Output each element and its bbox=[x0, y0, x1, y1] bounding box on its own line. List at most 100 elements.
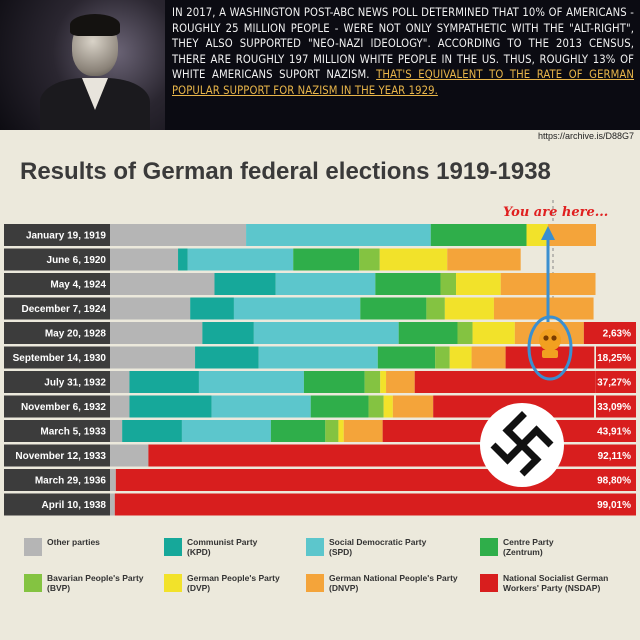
bar-segment-nsdap bbox=[115, 469, 596, 491]
bar-segment-kpd bbox=[129, 395, 212, 418]
bar-segment-spd bbox=[181, 420, 271, 442]
bar-segment-spd bbox=[198, 371, 304, 393]
bar-segment-bvp bbox=[457, 322, 473, 344]
legend-swatch-spd bbox=[306, 538, 324, 556]
row-label-bg bbox=[4, 493, 110, 516]
bar-segment-spd bbox=[187, 248, 294, 271]
legend-swatch-dnvp bbox=[306, 574, 324, 592]
chart-title: Results of German federal elections 1919… bbox=[20, 158, 551, 185]
bar-segment-spd bbox=[246, 224, 431, 246]
bar-segment-dvp bbox=[380, 371, 387, 393]
nsdap-share-box bbox=[596, 469, 636, 491]
skull-jaw bbox=[542, 350, 558, 358]
bar-segment-kpd bbox=[190, 297, 234, 320]
nsdap-share-label: 92,11% bbox=[598, 451, 631, 462]
legend-swatch-dvp bbox=[164, 574, 182, 592]
legend-sublabel-spd: (SPD) bbox=[329, 547, 352, 557]
bar-segment-kpd bbox=[202, 322, 254, 344]
bar-segment-dnvp bbox=[386, 371, 415, 393]
row-label-date: May 20, 1928 bbox=[45, 329, 107, 340]
bar-segment-zentrum bbox=[310, 395, 369, 418]
legend-swatch-zentrum bbox=[480, 538, 498, 556]
bar-segment-dnvp bbox=[547, 224, 596, 246]
legend-swatch-bvp bbox=[24, 574, 42, 592]
quote-highlight: That's equivalent to the rate of German … bbox=[172, 68, 635, 97]
legend-swatch-other bbox=[24, 538, 42, 556]
bar-segment-kpd bbox=[178, 248, 188, 271]
bar-segment-bvp bbox=[359, 248, 380, 271]
bar-segment-dvp bbox=[449, 346, 472, 369]
bar-segment-other bbox=[110, 469, 116, 491]
skull-eye-left bbox=[543, 335, 549, 341]
bar-segment-kpd bbox=[122, 420, 182, 442]
row-label-bg bbox=[4, 248, 110, 271]
bar-segment-spd bbox=[253, 322, 399, 344]
you-are-here-label: You are here... bbox=[503, 205, 608, 220]
bar-segment-other bbox=[110, 297, 191, 320]
row-label-bg bbox=[4, 469, 110, 491]
bar-segment-zentrum bbox=[303, 371, 365, 393]
bar-segment-other bbox=[110, 322, 203, 344]
bar-segment-bvp bbox=[426, 297, 445, 320]
nsdap-share-label: 18,25% bbox=[597, 353, 631, 364]
legend-sublabel-zentrum: (Zentrum) bbox=[503, 547, 543, 557]
row-label-bg bbox=[4, 395, 110, 418]
bar-segment-dvp bbox=[472, 322, 515, 344]
legend-swatch-kpd bbox=[164, 538, 182, 556]
annotation-arrow-head bbox=[541, 226, 555, 240]
bar-segment-nsdap bbox=[114, 493, 596, 516]
bar-segment-spd bbox=[275, 273, 376, 295]
nsdap-share-label: 98,80% bbox=[597, 476, 631, 487]
bar-segment-dvp bbox=[379, 248, 448, 271]
bar-segment-kpd bbox=[214, 273, 276, 295]
bar-segment-spd bbox=[233, 297, 361, 320]
nsdap-share-label: 43,91% bbox=[597, 427, 631, 438]
legend-sublabel-kpd: (KPD) bbox=[187, 547, 211, 557]
header-banner: In 2017, a Washington Post-ABC News poll… bbox=[0, 0, 640, 130]
bar-segment-zentrum bbox=[293, 248, 360, 271]
bar-segment-bvp bbox=[325, 420, 339, 442]
nsdap-share-label: 37,27% bbox=[597, 378, 631, 389]
legend-sublabel-dvp: (DVP) bbox=[187, 583, 210, 593]
row-label-date: November 6, 1932 bbox=[21, 402, 106, 413]
bar-segment-dvp bbox=[526, 224, 548, 246]
bar-segment-zentrum bbox=[360, 297, 427, 320]
legend-label-zentrum: Centre Party bbox=[503, 537, 554, 547]
bar-segment-bvp bbox=[368, 395, 384, 418]
bar-segment-other bbox=[110, 444, 149, 467]
row-label-date: July 31, 1932 bbox=[44, 378, 106, 389]
legend-label-kpd: Communist Party bbox=[187, 537, 258, 547]
bar-segment-bvp bbox=[440, 273, 457, 295]
legend-sublabel-dnvp: (DNVP) bbox=[329, 583, 358, 593]
legend-label-dvp: German People's Party bbox=[187, 573, 280, 583]
highlight-ellipse bbox=[527, 315, 573, 381]
bar-segment-dvp bbox=[383, 395, 393, 418]
source-url: https://archive.is/D88G7 bbox=[537, 131, 634, 141]
bar-segment-dnvp bbox=[447, 248, 521, 271]
nsdap-share-label: 99,01% bbox=[597, 500, 631, 511]
bar-segment-spd bbox=[258, 346, 378, 369]
row-label-bg bbox=[4, 371, 110, 393]
bar-segment-other bbox=[110, 273, 215, 295]
bar-segment-dnvp bbox=[392, 395, 434, 418]
row-label-date: September 14, 1930 bbox=[13, 353, 107, 364]
bar-segment-dvp bbox=[338, 420, 344, 442]
nsdap-share-box bbox=[596, 420, 636, 442]
bar-segment-other bbox=[110, 224, 247, 246]
bar-segment-other bbox=[110, 395, 130, 418]
row-label-bg bbox=[4, 297, 110, 320]
bar-segment-dvp bbox=[456, 273, 501, 295]
bar-segment-zentrum bbox=[375, 273, 441, 295]
quote-main: In 2017, a Washington Post-ABC News poll… bbox=[172, 6, 634, 82]
bar-segment-dvp bbox=[444, 297, 494, 320]
legend-sublabel-bvp: (BVP) bbox=[47, 583, 70, 593]
nsdap-share-box bbox=[596, 444, 636, 467]
bar-segment-zentrum bbox=[430, 224, 527, 246]
bar-segment-zentrum bbox=[377, 346, 436, 369]
row-label-date: May 4, 1924 bbox=[50, 280, 106, 291]
row-label-date: March 5, 1933 bbox=[40, 427, 106, 438]
row-label-date: April 10, 1938 bbox=[42, 500, 107, 511]
legend-label-other: Other parties bbox=[47, 537, 100, 547]
row-label-bg bbox=[4, 224, 110, 246]
row-label-date: March 29, 1936 bbox=[35, 476, 107, 487]
